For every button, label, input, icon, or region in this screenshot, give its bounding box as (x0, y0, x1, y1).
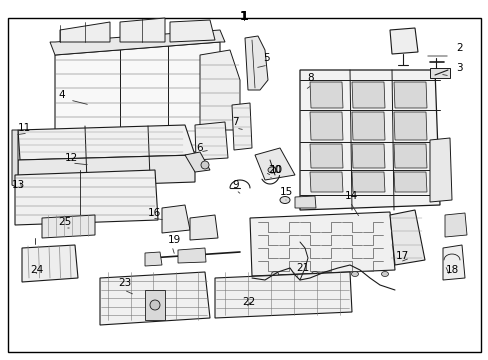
Polygon shape (244, 36, 267, 90)
Polygon shape (309, 144, 342, 168)
Polygon shape (351, 112, 384, 140)
Polygon shape (389, 28, 417, 54)
Text: 18: 18 (445, 265, 458, 275)
Text: 11: 11 (18, 123, 31, 133)
Polygon shape (100, 272, 209, 325)
Ellipse shape (381, 271, 387, 276)
Polygon shape (393, 144, 426, 168)
Text: 1: 1 (239, 10, 248, 23)
Polygon shape (309, 112, 342, 140)
Polygon shape (18, 155, 195, 188)
Polygon shape (429, 138, 451, 202)
Text: 14: 14 (345, 191, 358, 201)
Text: 1: 1 (239, 10, 248, 23)
Text: 3: 3 (455, 63, 462, 73)
Polygon shape (15, 170, 158, 225)
Polygon shape (145, 252, 162, 266)
Ellipse shape (201, 161, 208, 169)
Polygon shape (42, 215, 95, 238)
Text: 15: 15 (280, 187, 293, 197)
Text: 22: 22 (242, 297, 255, 307)
Polygon shape (442, 245, 464, 280)
Polygon shape (184, 152, 209, 172)
Polygon shape (170, 20, 215, 42)
Polygon shape (231, 103, 251, 150)
Polygon shape (294, 196, 315, 208)
Ellipse shape (267, 167, 275, 173)
Ellipse shape (351, 271, 358, 276)
Polygon shape (120, 18, 164, 42)
Ellipse shape (311, 271, 318, 276)
Text: 17: 17 (395, 251, 408, 261)
Polygon shape (299, 70, 439, 210)
Text: 8: 8 (306, 73, 313, 83)
Text: 20: 20 (267, 165, 281, 175)
Polygon shape (162, 205, 190, 233)
Bar (429, 68, 449, 78)
Polygon shape (22, 245, 78, 282)
Polygon shape (249, 212, 394, 276)
Polygon shape (254, 148, 294, 180)
Polygon shape (195, 122, 227, 160)
Polygon shape (145, 290, 164, 320)
Polygon shape (50, 30, 224, 55)
Polygon shape (309, 82, 342, 108)
Polygon shape (55, 42, 220, 152)
Text: 25: 25 (58, 217, 71, 227)
Text: 12: 12 (65, 153, 78, 163)
Text: 4: 4 (58, 90, 64, 100)
Polygon shape (215, 272, 351, 318)
Text: 6: 6 (196, 143, 202, 153)
Text: 21: 21 (295, 263, 308, 273)
Polygon shape (60, 22, 110, 42)
Text: 2: 2 (455, 43, 462, 53)
Polygon shape (351, 82, 384, 108)
Ellipse shape (150, 300, 160, 310)
Polygon shape (12, 130, 18, 188)
Ellipse shape (280, 197, 289, 203)
Text: 10: 10 (269, 165, 283, 175)
Text: 16: 16 (148, 208, 161, 218)
Polygon shape (444, 213, 466, 237)
Text: 23: 23 (118, 278, 131, 288)
Polygon shape (389, 210, 424, 265)
Text: 5: 5 (263, 53, 269, 63)
Polygon shape (351, 172, 384, 192)
Ellipse shape (271, 271, 278, 276)
Polygon shape (393, 112, 426, 140)
Text: 7: 7 (231, 117, 238, 127)
Polygon shape (393, 172, 426, 192)
Text: 24: 24 (30, 265, 43, 275)
Text: 19: 19 (168, 235, 181, 245)
Text: 9: 9 (231, 180, 238, 190)
Polygon shape (200, 50, 240, 130)
Polygon shape (190, 215, 218, 240)
Polygon shape (178, 248, 205, 263)
Polygon shape (309, 172, 342, 192)
Polygon shape (351, 144, 384, 168)
Polygon shape (393, 82, 426, 108)
Text: 13: 13 (12, 180, 25, 190)
Polygon shape (18, 125, 195, 160)
